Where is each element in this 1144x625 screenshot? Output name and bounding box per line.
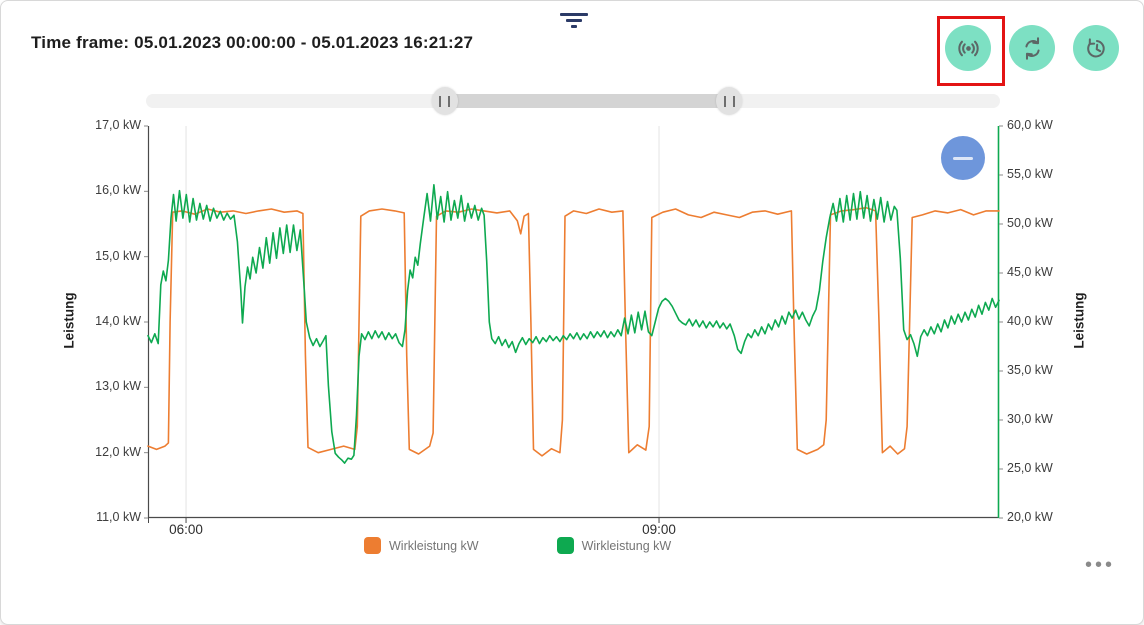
legend-swatch bbox=[556, 537, 574, 554]
refresh-icon bbox=[1024, 36, 1040, 60]
chart-legend: Wirkleistung kW Wirkleistung kW bbox=[364, 537, 671, 554]
live-button[interactable] bbox=[945, 25, 991, 71]
y-axis-label-left: 15,0 kW bbox=[95, 248, 141, 263]
time-slider-selected-range[interactable] bbox=[444, 94, 730, 108]
y-axis-label-left: 14,0 kW bbox=[95, 314, 141, 328]
refresh-button[interactable] bbox=[1009, 25, 1055, 71]
legend-item-0[interactable]: Wirkleistung kW bbox=[364, 537, 479, 554]
y-axis-label-left: 13,0 kW bbox=[95, 379, 141, 394]
minus-icon bbox=[953, 156, 973, 160]
y-axis-label-right: 25,0 kW bbox=[1007, 461, 1053, 475]
y-axis-label-right: 50,0 kW bbox=[1007, 216, 1053, 230]
y-axis-label-left: 16,0 kW bbox=[95, 183, 141, 198]
legend-label: Wirkleistung kW bbox=[389, 538, 479, 553]
history-clock-icon bbox=[1086, 37, 1105, 57]
slider-handle-right[interactable] bbox=[716, 87, 743, 115]
legend-swatch bbox=[364, 537, 381, 554]
line-chart-plot-area bbox=[144, 125, 1003, 523]
filter-icon[interactable] bbox=[557, 11, 591, 29]
slider-handle-left[interactable] bbox=[431, 87, 458, 115]
time-frame-title: Time frame: 05.01.2023 00:00:00 - 05.01.… bbox=[31, 33, 474, 52]
y-axis-label-right: 30,0 kW bbox=[1007, 412, 1053, 426]
y-axis-label-left: 11,0 kW bbox=[96, 510, 141, 524]
y-axis-label-right: 35,0 kW bbox=[1007, 363, 1053, 377]
y-axis-label-left: 12,0 kW bbox=[95, 444, 141, 459]
series-line-0 bbox=[147, 206, 1000, 457]
y-axis-label-right: 55,0 kW bbox=[1007, 167, 1053, 181]
more-options-button[interactable]: ••• bbox=[1079, 553, 1121, 578]
y-axis-label-right: 45,0 kW bbox=[1007, 265, 1053, 279]
y-axis-label-left: 17,0 kW bbox=[95, 118, 141, 132]
broadcast-icon bbox=[957, 40, 979, 56]
x-axis-label: 06:00 bbox=[169, 522, 203, 537]
legend-item-1[interactable]: Wirkleistung kW bbox=[556, 537, 672, 554]
y-axis-label-right: 40,0 kW bbox=[1007, 314, 1053, 328]
pause-icon bbox=[723, 95, 735, 107]
x-axis-label: 09:00 bbox=[642, 522, 676, 537]
y-axis-label-right: 20,0 kW bbox=[1007, 510, 1053, 524]
legend-label: Wirkleistung kW bbox=[581, 538, 672, 553]
series-line-1 bbox=[147, 183, 1000, 464]
pause-icon bbox=[439, 95, 451, 107]
y-axis-label-right: 60,0 kW bbox=[1007, 118, 1053, 132]
history-button[interactable] bbox=[1073, 25, 1119, 71]
filter-icon-glyph bbox=[560, 13, 588, 28]
zoom-out-button[interactable] bbox=[941, 136, 985, 180]
